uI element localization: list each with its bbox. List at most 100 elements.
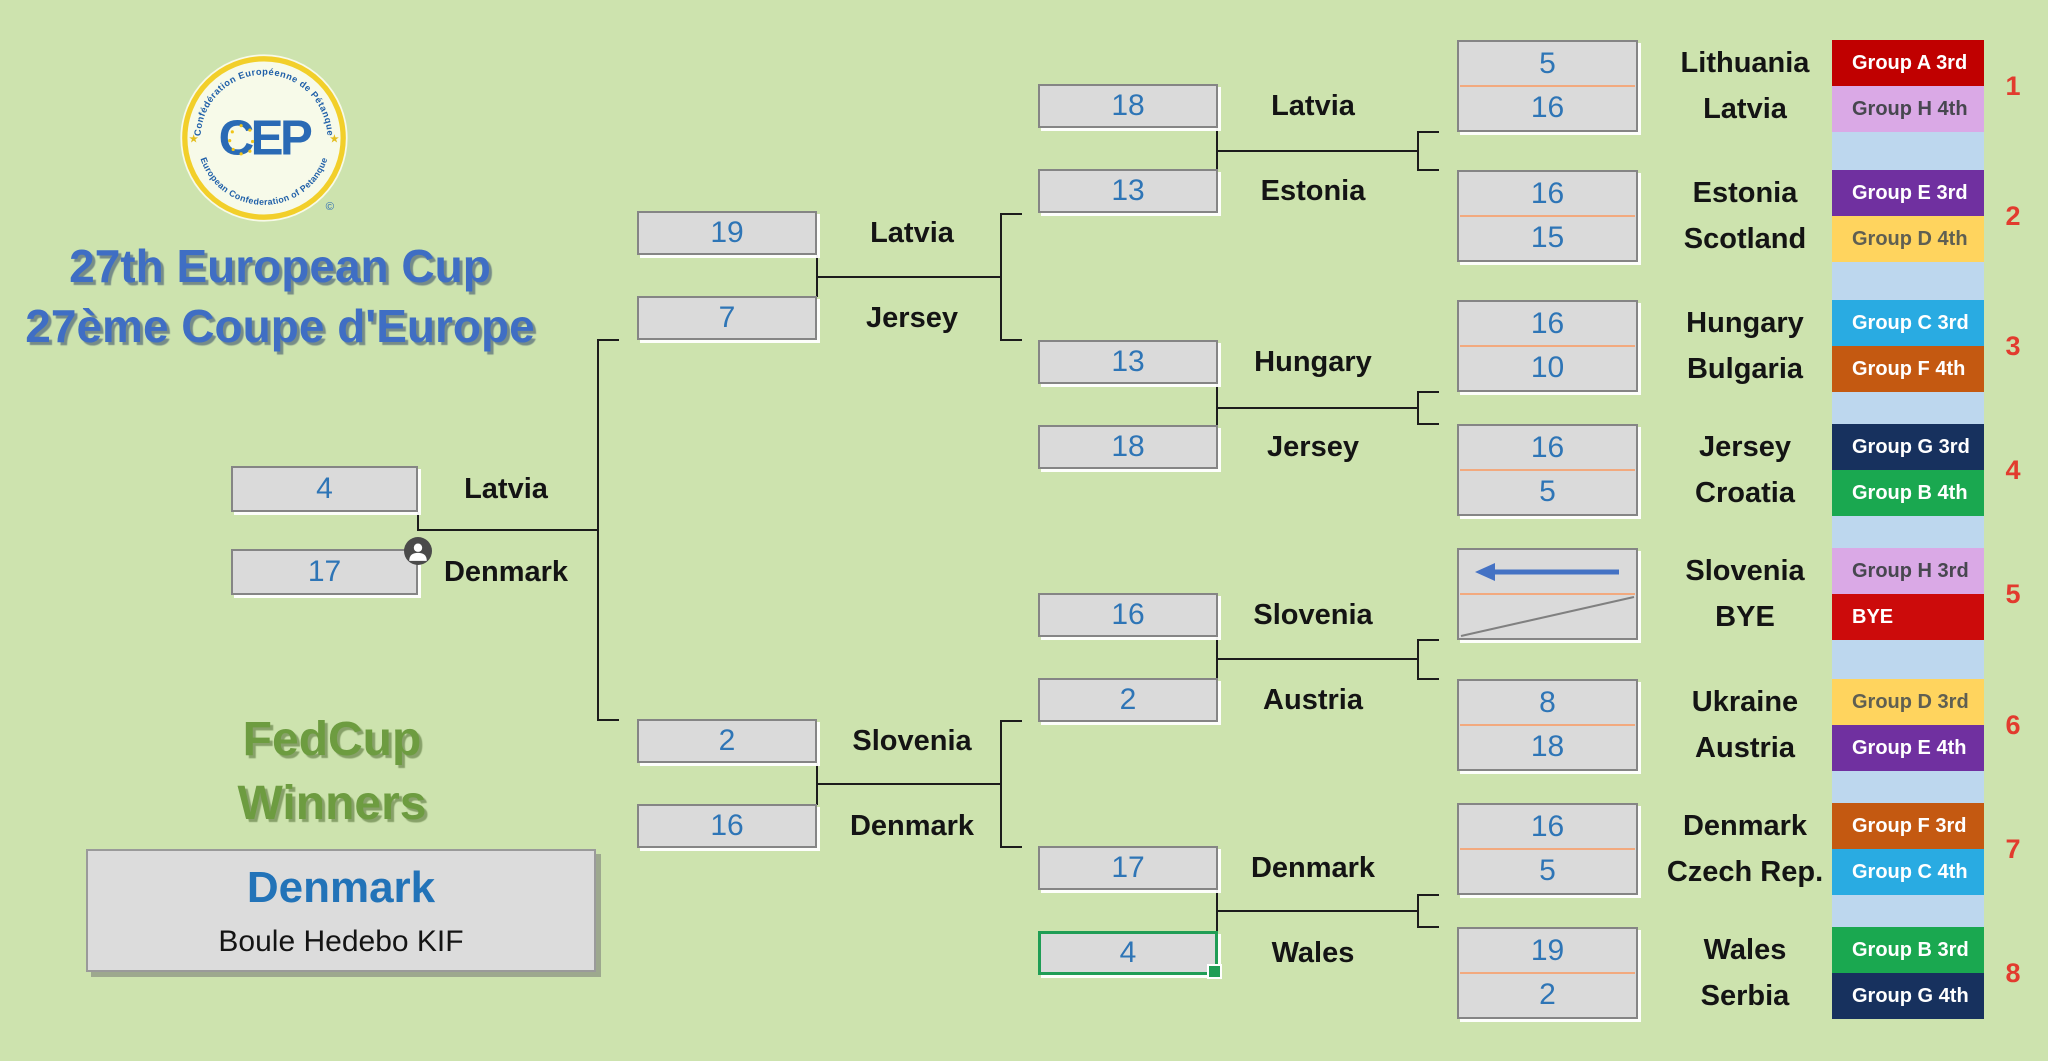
team-label: Bulgaria: [1686, 353, 1804, 385]
team-label: Denmark: [849, 810, 975, 842]
team-label: Hungary: [1254, 346, 1372, 378]
round1-match-7: 16 5 Denmark Czech Rep. Group F 3rd Grou…: [1457, 803, 2048, 895]
logo-monogram: CEP: [219, 111, 312, 166]
connector-line: [1417, 639, 1439, 641]
score-value: 2: [718, 724, 736, 757]
score-cell[interactable]: 16: [1530, 431, 1565, 464]
score-cell[interactable]: 13: [1038, 340, 1218, 384]
score-cell[interactable]: 7: [637, 296, 817, 340]
group-chip: Group E 4th: [1832, 725, 1984, 771]
group-chip: Group G 3rd: [1832, 424, 1984, 470]
connector-line: [1216, 407, 1419, 409]
score-cell[interactable]: 10: [1530, 351, 1565, 384]
group-chip: Group H 4th: [1832, 86, 1984, 132]
score-cell[interactable]: 17: [1038, 846, 1218, 890]
score-cell[interactable]: 2: [1539, 978, 1556, 1011]
cell-divider: [1460, 469, 1635, 471]
team-label: Ukraine: [1691, 686, 1799, 718]
round1-match-5-bye: Slovenia BYE Group H 3rd BYE 5: [1457, 548, 2048, 640]
group-chip: Group B 4th: [1832, 470, 1984, 516]
cell-divider: [1460, 593, 1635, 595]
round1-match-8: 19 2 Wales Serbia Group B 3rd Group G 4t…: [1457, 927, 2048, 1019]
team-label: Denmark: [1682, 810, 1808, 842]
connector-line: [1417, 926, 1439, 928]
score-cell[interactable]: 16: [1530, 307, 1565, 340]
selected-score-cell[interactable]: 4: [1038, 931, 1222, 979]
score-box: 19 2: [1457, 927, 1638, 1019]
connector-line: [1216, 658, 1419, 660]
score-cell[interactable]: 8: [1539, 686, 1556, 719]
connector-line: [1216, 150, 1419, 152]
connector-line: [1417, 169, 1439, 171]
score-cell[interactable]: 2: [637, 719, 817, 763]
score-value: 13: [1111, 345, 1145, 378]
score-cell[interactable]: 16: [1530, 177, 1565, 210]
score-cell[interactable]: 16: [1038, 593, 1218, 637]
connector-line: [1417, 639, 1419, 680]
diagonal-strike-icon: [1460, 596, 1635, 637]
score-cell[interactable]: 5: [1539, 475, 1556, 508]
score-cell[interactable]: 16: [1530, 91, 1565, 124]
bye-cell-top[interactable]: [1459, 550, 1636, 594]
champion-box: Denmark Boule Hedebo KIF: [86, 849, 596, 972]
score-cell[interactable]: 5: [1539, 47, 1556, 80]
connector-line: [1417, 894, 1439, 896]
final-team-top: Latvia: [464, 473, 548, 505]
copyright-mark: ©: [326, 201, 335, 213]
left-arrow-icon: [1474, 563, 1619, 581]
score-value: 2: [1119, 683, 1137, 716]
connector-line: [1000, 846, 1022, 848]
team-label: Denmark: [1250, 852, 1376, 884]
group-chip: Group E 3rd: [1832, 170, 1984, 216]
group-chip: Group G 4th: [1832, 973, 1984, 1019]
connector-line: [816, 783, 1002, 785]
group-chip: Group D 3rd: [1832, 679, 1984, 725]
connector-line: [597, 719, 619, 721]
team-label: Wales: [1271, 937, 1355, 969]
score-cell[interactable]: 13: [1038, 169, 1218, 213]
score-cell[interactable]: 19: [637, 211, 817, 255]
score-cell[interactable]: 5: [1539, 854, 1556, 887]
score-cell[interactable]: 18: [1038, 84, 1218, 128]
score-box: 8 18: [1457, 679, 1638, 771]
team-label: Czech Rep.: [1666, 856, 1824, 888]
team-label: Slovenia: [852, 725, 972, 757]
connector-line: [1000, 720, 1022, 722]
connector-line: [1417, 131, 1439, 133]
seed-number: 5: [2005, 579, 2021, 609]
bye-cell-bottom[interactable]: [1459, 594, 1636, 638]
round1-match-2: 16 15 Estonia Scotland Group E 3rd Group…: [1457, 170, 2048, 262]
group-chip: Group F 3rd: [1832, 803, 1984, 849]
score-cell[interactable]: 15: [1530, 221, 1565, 254]
fedcup-heading-line1: FedCup: [242, 713, 422, 766]
team-label: Scotland: [1683, 223, 1807, 255]
connector-line: [417, 529, 599, 531]
selection-handle[interactable]: [1207, 964, 1222, 979]
final-team-bottom: Denmark: [443, 556, 569, 588]
score-cell[interactable]: 18: [1038, 425, 1218, 469]
score-cell[interactable]: 16: [1530, 810, 1565, 843]
score-cell[interactable]: 2: [1038, 678, 1218, 722]
score-value: 4: [1119, 936, 1137, 969]
score-value: 18: [1111, 430, 1145, 463]
final-score-cell-top[interactable]: 4: [231, 466, 418, 512]
score-cell[interactable]: 18: [1530, 730, 1565, 763]
connector-line: [1216, 910, 1419, 912]
final-score-cell-bottom[interactable]: 17: [231, 549, 418, 595]
score-value: 17: [1111, 851, 1145, 884]
connector-line: [1417, 423, 1439, 425]
score-value: 4: [316, 472, 333, 505]
round1-match-1: 5 16 Lithuania Latvia Group A 3rd Group …: [1457, 40, 2048, 132]
team-label: Jersey: [1699, 431, 1791, 463]
seed-number: 4: [2005, 455, 2021, 485]
group-chip: Group D 4th: [1832, 216, 1984, 262]
score-cell[interactable]: 16: [637, 804, 817, 848]
team-label: Latvia: [1271, 90, 1355, 122]
team-label: Jersey: [866, 302, 958, 334]
seed-number: 8: [2005, 958, 2021, 988]
connector-line: [1216, 128, 1218, 171]
score-value: 13: [1111, 174, 1145, 207]
team-label: Wales: [1703, 934, 1787, 966]
score-cell[interactable]: 19: [1530, 934, 1565, 967]
